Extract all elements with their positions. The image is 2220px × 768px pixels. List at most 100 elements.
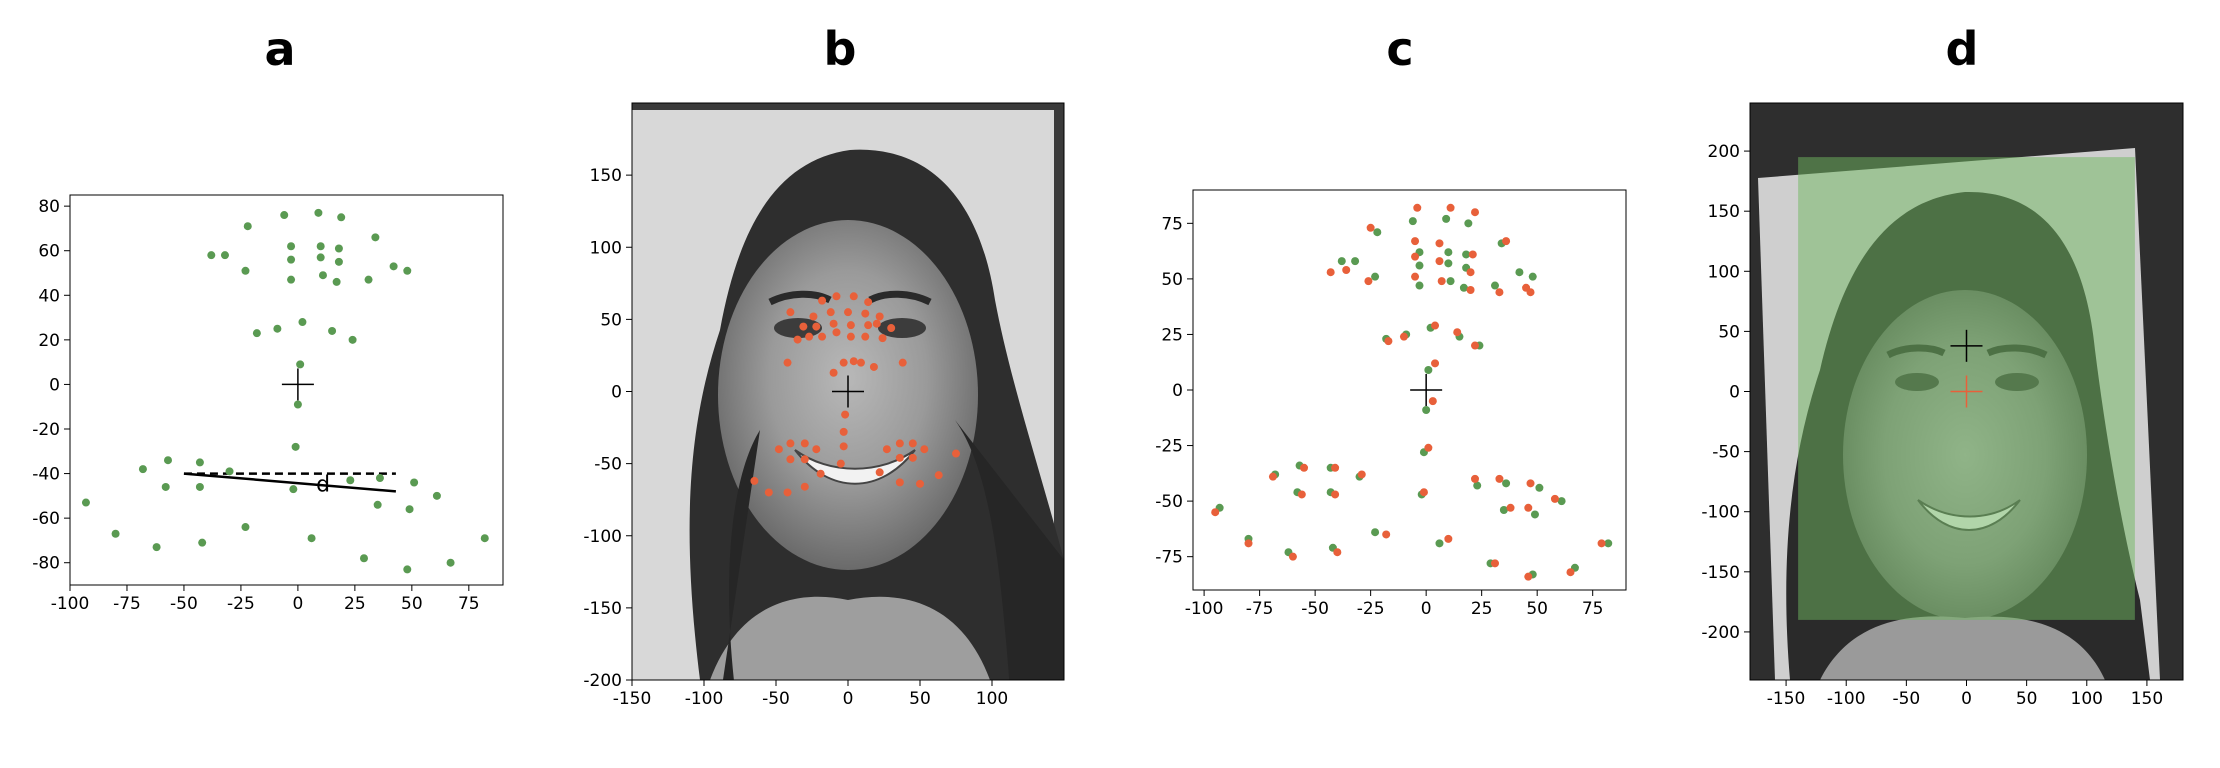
panel-c-green-point xyxy=(1462,250,1471,259)
panel-b-orange-point xyxy=(920,445,929,454)
panel-b-center-cross xyxy=(832,375,864,408)
panel-b-xtick-label: 100 xyxy=(976,689,1008,709)
panel-b-orange-point xyxy=(846,332,855,341)
panel-c-orange-point xyxy=(1437,277,1446,286)
panel-a-ytick-label: -60 xyxy=(32,509,60,529)
panel-b-ytick-label: -50 xyxy=(594,455,622,475)
panel-a-ytick-label: -80 xyxy=(32,554,60,574)
panel-c-orange-point xyxy=(1446,203,1455,212)
panel-a-green-point xyxy=(316,242,325,251)
panel-b-orange-point xyxy=(895,439,904,448)
panel-d-xtick-label: 150 xyxy=(2131,689,2163,709)
panel-c-orange-point xyxy=(1502,237,1511,246)
panel-c-xtick-label: -50 xyxy=(1301,599,1329,619)
panel-c-orange-point xyxy=(1411,237,1420,246)
panel-a-green-point xyxy=(287,242,296,251)
panel-d-black-cross xyxy=(1950,329,1983,362)
panel-b-orange-point xyxy=(793,335,802,344)
panel-c-green-point xyxy=(1446,277,1455,286)
panel-d-ytick-label: 150 xyxy=(1708,202,1740,222)
panel-c-green-point xyxy=(1459,283,1468,292)
panel-d-xtick-label: 100 xyxy=(2071,689,2103,709)
panel-a-distance-lines xyxy=(183,472,396,493)
panel-c-orange-point xyxy=(1495,474,1504,483)
panel-b-orange-point xyxy=(786,308,795,317)
panel-a-plot-frame xyxy=(69,194,504,586)
panel-b-orange-point xyxy=(895,453,904,462)
panel-a-distance-label: d xyxy=(316,472,330,497)
panel-c-orange-point xyxy=(1490,559,1499,568)
panel-b-orange-point xyxy=(882,445,891,454)
panel-a-green-point xyxy=(252,329,261,338)
panel-d-xtick-label: 0 xyxy=(1961,689,1972,709)
panel-a-green-point xyxy=(318,271,327,280)
panel-b-orange-point xyxy=(750,476,759,485)
panel-b-orange-point xyxy=(783,358,792,367)
panel-c-orange-point xyxy=(1471,341,1480,350)
panel-d-xtick-label: -150 xyxy=(1767,689,1806,709)
panel-a-green-point xyxy=(432,491,441,500)
panel-a-xtick-label: -50 xyxy=(170,594,198,614)
panel-b-orange-point xyxy=(839,427,848,436)
panel-a-green-point xyxy=(207,251,216,260)
panel-a-center-cross xyxy=(281,368,314,401)
panel-a-green-point xyxy=(289,485,298,494)
panel-a-green-point xyxy=(81,498,90,507)
panel-b-orange-point xyxy=(786,455,795,464)
panel-c-orange-point xyxy=(1471,208,1480,217)
panel-c-green-point xyxy=(1444,259,1453,268)
panel-b-ytick-label: 0 xyxy=(611,383,622,403)
panel-a-green-point xyxy=(273,324,282,333)
panel-c-orange-point xyxy=(1471,474,1480,483)
panel-b-orange-point xyxy=(832,328,841,337)
panel-b-ytick-label: 100 xyxy=(590,238,622,258)
panel-c-green-point xyxy=(1444,248,1453,257)
panel-a-green-point xyxy=(346,476,355,485)
panel-c-green-point xyxy=(1490,281,1499,290)
panel-c-center-cross-mark xyxy=(1410,374,1443,406)
panel-d-crosses xyxy=(1950,329,1983,408)
panel-a-green-point xyxy=(152,543,161,552)
panel-c-orange-point xyxy=(1382,530,1391,539)
panel-c-orange-point xyxy=(1431,359,1440,368)
panel-b-ytick-label: -150 xyxy=(583,599,622,619)
panel-a-green-point xyxy=(195,482,204,491)
panel-c-orange-point xyxy=(1244,539,1253,548)
panel-b-orange-point xyxy=(812,322,821,331)
panel-b-orange-point xyxy=(839,442,848,451)
panel-c-green-point xyxy=(1371,528,1380,537)
panel-c-orange-point xyxy=(1468,250,1477,259)
panel-a-green-point xyxy=(241,266,250,275)
panel-d-face-photo xyxy=(1750,103,2183,680)
panel-c-orange-point xyxy=(1357,470,1366,479)
panel-b-orange-point xyxy=(800,455,809,464)
panel-b-orange-point xyxy=(864,298,873,307)
panel-a-xtick-label: 75 xyxy=(458,594,480,614)
panel-b-orange-point xyxy=(829,368,838,377)
panel-b-orange-point xyxy=(908,453,917,462)
panel-b-xtick-label: -150 xyxy=(613,689,652,709)
panel-a-green-point xyxy=(163,456,172,465)
panel-d-ytick-label: -150 xyxy=(1701,563,1740,583)
panel-b-orange-point xyxy=(818,332,827,341)
panel-a-ytick-label: -40 xyxy=(32,465,60,485)
panel-letter-d: d xyxy=(1946,22,1979,76)
panel-a-xtick-label: -75 xyxy=(113,594,141,614)
panel-c-xtick-label: 75 xyxy=(1582,599,1604,619)
panel-a-ytick-label: 40 xyxy=(38,286,60,306)
panel-a-green-point xyxy=(403,565,412,574)
panel-b-ytick-label: 50 xyxy=(600,310,622,330)
panel-b-orange-point xyxy=(849,357,858,366)
panel-b-orange-point xyxy=(783,488,792,497)
panel-letter-c: c xyxy=(1386,22,1413,76)
panel-d-red-cross xyxy=(1950,375,1983,408)
panel-d-ytick-label: 100 xyxy=(1708,262,1740,282)
panel-c-orange-point xyxy=(1288,552,1297,561)
panel-a-green-point xyxy=(337,213,346,222)
panel-c-orange-point xyxy=(1268,472,1277,481)
panel-c-ytick-label: -75 xyxy=(1155,548,1183,568)
panel-b-chart: -150 -100 -50 0 50 100-200-150-100-5005010015… xyxy=(583,102,1065,709)
panel-a-landmarks xyxy=(81,208,489,574)
panel-c-orange-point xyxy=(1526,288,1535,297)
